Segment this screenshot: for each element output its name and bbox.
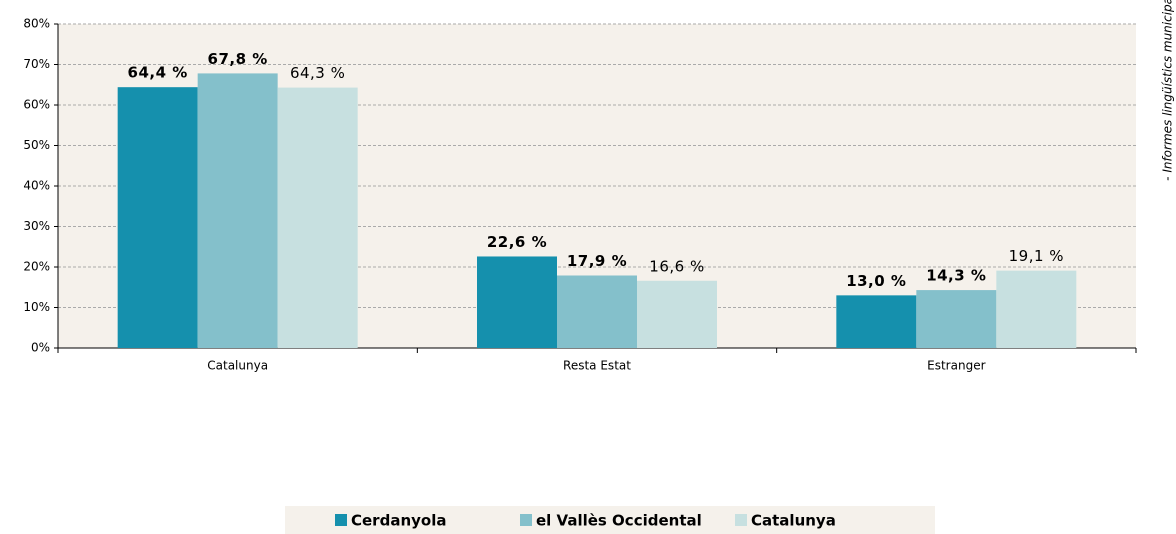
legend-label: Catalunya — [751, 512, 836, 530]
bar — [557, 275, 637, 348]
x-tick-label: Resta Estat — [563, 359, 631, 373]
value-label: 64,4 % — [128, 64, 188, 82]
y-tick-label: 70% — [23, 57, 50, 71]
bar — [996, 270, 1077, 348]
value-label: 14,3 % — [926, 267, 986, 285]
bar — [836, 295, 917, 348]
x-tick-label: Estranger — [927, 359, 985, 373]
bar — [477, 256, 557, 348]
value-label: 64,3 % — [290, 64, 345, 82]
value-label: 19,1 % — [1009, 247, 1064, 265]
legend-swatch — [735, 514, 747, 526]
legend-label: el Vallès Occidental — [536, 512, 702, 530]
bar — [277, 87, 358, 349]
y-tick-label: 40% — [23, 179, 50, 193]
y-tick-label: 50% — [23, 138, 50, 152]
bar — [916, 290, 997, 348]
source-note: - Informes lingüístics municipals. DGPL … — [1161, 0, 1175, 181]
y-tick-label: 30% — [23, 219, 50, 233]
y-tick-label: 20% — [23, 260, 50, 274]
value-label: 17,9 % — [567, 252, 627, 270]
y-tick-label: 10% — [23, 300, 50, 314]
legend-label: Cerdanyola — [351, 512, 446, 530]
x-tick-label: Catalunya — [207, 359, 268, 373]
legend-box — [285, 506, 935, 534]
legend-swatch — [520, 514, 532, 526]
bar — [197, 73, 278, 348]
bar — [117, 87, 198, 349]
value-label: 22,6 % — [487, 233, 547, 251]
legend-swatch — [335, 514, 347, 526]
bar — [637, 280, 717, 348]
value-label: 16,6 % — [649, 257, 704, 275]
value-label: 67,8 % — [208, 50, 268, 68]
value-label: 13,0 % — [846, 272, 906, 290]
y-tick-label: 60% — [23, 98, 50, 112]
y-tick-label: 0% — [31, 341, 50, 355]
y-tick-label: 80% — [23, 17, 50, 31]
